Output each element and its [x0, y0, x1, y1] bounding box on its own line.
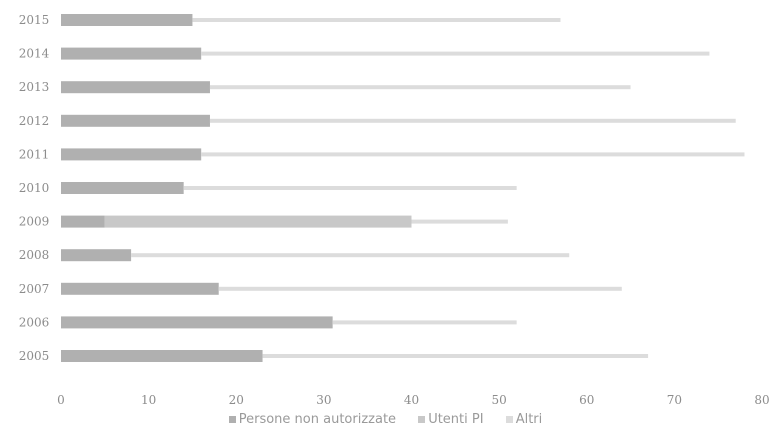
legend: Persone non autorizzate Utenti PI Altri [0, 412, 771, 427]
bar-segment [411, 219, 508, 224]
bar-segment [183, 186, 517, 190]
x-tick-label: 80 [754, 393, 769, 407]
bar-segment [104, 215, 412, 228]
bars-group [61, 14, 745, 362]
legend-item-altri: Altri [505, 412, 543, 427]
bar-segment [209, 85, 631, 90]
legend-swatch [418, 416, 426, 423]
y-tick-label: 2014 [19, 47, 50, 61]
y-tick-label: 2010 [19, 181, 50, 195]
y-tick-label: 2011 [19, 147, 50, 161]
bar-segment [61, 316, 333, 329]
bar-segment [131, 253, 570, 258]
x-tick-label: 20 [229, 393, 244, 407]
bar-segment [201, 51, 710, 56]
legend-label: Persone non autorizzate [238, 412, 397, 427]
legend-item-utenti: Utenti PI [418, 412, 484, 427]
x-tick-label: 60 [579, 393, 594, 407]
bar-segment [218, 286, 622, 291]
bar-segment [192, 18, 561, 22]
y-tick-label: 2009 [19, 215, 50, 229]
bar-segment [61, 114, 210, 127]
y-tick-label: 2007 [19, 282, 50, 296]
x-axis-ticks: 0 10 20 30 40 50 60 70 80 [57, 393, 769, 407]
y-axis-labels: 2015 2014 2013 2012 2011 2010 2009 2008 2007 2006… [19, 13, 50, 363]
y-tick-label: 2008 [19, 248, 50, 262]
bar-segment [61, 282, 219, 295]
x-tick-label: 30 [316, 393, 331, 407]
x-tick-label: 10 [141, 393, 156, 407]
bar-segment [332, 320, 517, 325]
bar-segment [61, 249, 132, 262]
bar-segment [209, 118, 736, 123]
bar-segment [61, 14, 193, 26]
bar-segment [61, 350, 263, 362]
y-tick-label: 2015 [19, 13, 50, 27]
x-tick-label: 0 [57, 393, 65, 407]
x-tick-label: 40 [404, 393, 419, 407]
legend-item-persone: Persone non autorizzate [228, 412, 397, 427]
x-tick-label: 70 [667, 393, 682, 407]
bar-segment [61, 81, 210, 94]
bar-segment [201, 152, 745, 157]
bar-segment [61, 182, 184, 194]
bar-segment [61, 47, 202, 60]
legend-label: Altri [515, 412, 543, 427]
legend-swatch [228, 416, 236, 423]
x-tick-label: 50 [491, 393, 506, 407]
legend-swatch [505, 416, 513, 423]
y-tick-label: 2006 [19, 315, 50, 329]
bar-segment [61, 215, 105, 228]
bar-segment [61, 148, 202, 161]
legend-label: Utenti PI [428, 412, 484, 427]
y-tick-label: 2012 [19, 114, 50, 128]
y-tick-label: 2013 [19, 80, 50, 94]
y-tick-label: 2005 [19, 349, 50, 363]
bar-segment [262, 354, 649, 358]
